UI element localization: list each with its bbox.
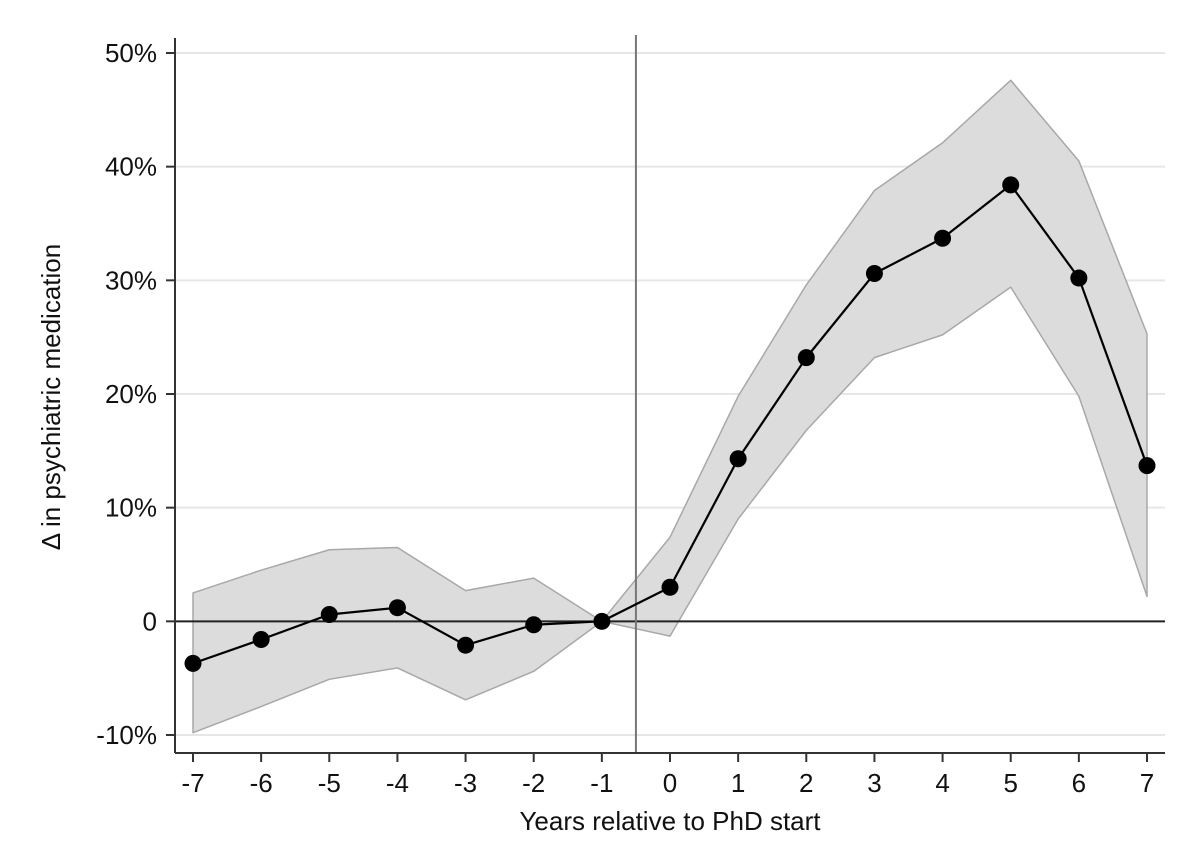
data-point (729, 450, 747, 468)
data-point (1138, 457, 1156, 475)
x-tick-label: -2 (522, 768, 545, 798)
y-tick-label: -10% (96, 720, 157, 750)
x-tick-label: -1 (590, 768, 613, 798)
y-axis-title: Δ in psychiatric medication (36, 244, 66, 550)
x-tick-label: 1 (731, 768, 745, 798)
data-point (388, 599, 406, 617)
data-point (661, 578, 679, 596)
x-tick-label: -4 (386, 768, 409, 798)
data-point (525, 616, 543, 634)
data-point (593, 612, 611, 630)
data-point (797, 349, 815, 367)
x-tick-label: -5 (318, 768, 341, 798)
y-tick-label: 50% (105, 38, 157, 68)
data-point (252, 631, 270, 649)
y-tick-label: 30% (105, 265, 157, 295)
x-tick-label: 3 (867, 768, 881, 798)
data-point (934, 229, 952, 247)
x-tick-label: 0 (663, 768, 677, 798)
data-point (865, 265, 883, 283)
confidence-band (192, 79, 1148, 734)
x-tick-label: 7 (1140, 768, 1154, 798)
x-tick-label: 4 (935, 768, 949, 798)
data-point (184, 654, 202, 672)
data-point (457, 636, 475, 654)
x-tick-label: 2 (799, 768, 813, 798)
data-point (320, 606, 338, 624)
y-tick-label: 40% (105, 152, 157, 182)
y-tick-label: 20% (105, 379, 157, 409)
series-layer (184, 176, 1156, 672)
data-point (1002, 176, 1020, 194)
x-tick-label: 6 (1072, 768, 1086, 798)
labels-layer: -10% 0 10% 20% 30% 40% 50% -7 -6 -5 -4 -3 -2 -1 0 1 2 3 4 5… (96, 38, 1154, 798)
reference-lines-layer (175, 35, 1165, 753)
y-tick-label: 10% (105, 493, 157, 523)
x-tick-label: -3 (454, 768, 477, 798)
axes-layer (166, 38, 1165, 762)
confidence-band-layer (192, 79, 1148, 734)
data-point (1070, 269, 1088, 287)
x-axis-title: Years relative to PhD start (519, 806, 821, 836)
grid-layer (175, 52, 1165, 736)
x-tick-label: -6 (250, 768, 273, 798)
x-tick-label: -7 (181, 768, 204, 798)
x-tick-label: 5 (1003, 768, 1017, 798)
y-tick-label: 0 (143, 606, 157, 636)
